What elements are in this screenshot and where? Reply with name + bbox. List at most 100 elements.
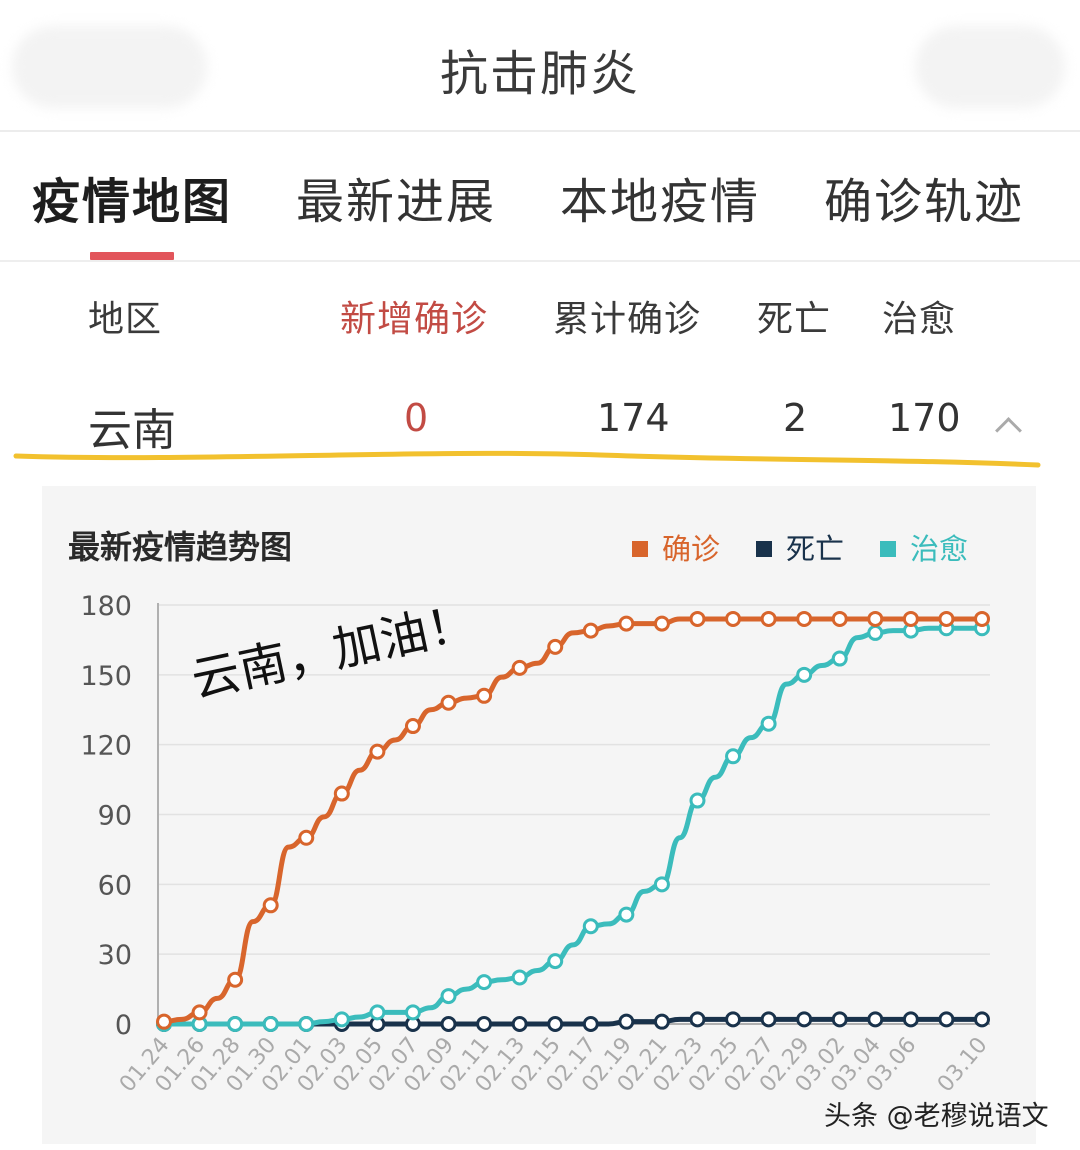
column-header-new-confirmed[interactable]: 新增确诊	[340, 299, 489, 340]
data-point	[511, 1016, 528, 1032]
data-point	[760, 715, 777, 732]
deaths-cell: 2	[783, 396, 808, 440]
tab-epidemic-map[interactable]: 疫情地图	[32, 174, 233, 230]
data-point	[333, 1011, 350, 1028]
data-point	[227, 1016, 244, 1032]
legend-label-confirmed: 确诊	[662, 532, 721, 566]
data-point	[796, 610, 813, 627]
y-tick-label: 0	[115, 1010, 132, 1041]
tab-confirmed-trajectory[interactable]: 确诊轨迹	[824, 174, 1025, 230]
data-point	[333, 785, 350, 802]
data-point	[227, 971, 244, 988]
legend-deaths[interactable]: 死亡	[756, 526, 844, 568]
data-point	[618, 906, 635, 923]
data-point	[476, 974, 493, 991]
data-point	[369, 1004, 386, 1021]
data-point	[653, 1013, 670, 1030]
legend-swatch-confirmed	[632, 541, 648, 557]
data-point	[653, 876, 670, 893]
data-point	[262, 897, 279, 914]
data-point	[440, 988, 457, 1005]
data-point	[618, 615, 635, 632]
app-header: 抗击肺炎	[0, 0, 1080, 132]
data-point	[725, 610, 742, 627]
data-point	[547, 1016, 564, 1032]
data-point	[831, 650, 848, 667]
legend-swatch-deaths	[756, 541, 772, 557]
data-point	[547, 638, 564, 655]
tab-bar: 疫情地图 最新进展 本地疫情 确诊轨迹	[0, 132, 1080, 262]
data-point	[582, 1016, 599, 1032]
data-point	[867, 624, 884, 641]
data-point	[582, 622, 599, 639]
data-point	[404, 1004, 421, 1021]
cured-cell: 170	[888, 396, 961, 440]
data-point	[867, 1011, 884, 1028]
column-header-cured[interactable]: 治愈	[882, 299, 957, 340]
y-tick-label: 30	[98, 940, 132, 971]
y-tick-label: 60	[98, 870, 132, 901]
data-point	[974, 610, 990, 627]
back-button-blurred[interactable]	[12, 26, 207, 108]
legend-confirmed[interactable]: 确诊	[632, 526, 720, 568]
highlight-underline	[13, 450, 1041, 468]
total-confirmed-cell: 174	[597, 396, 670, 440]
data-point	[298, 1016, 315, 1032]
data-point	[582, 918, 599, 935]
data-point	[404, 718, 421, 735]
data-point	[511, 969, 528, 986]
data-point	[440, 1016, 457, 1032]
data-point	[831, 610, 848, 627]
data-point	[831, 1011, 848, 1028]
data-point	[796, 666, 813, 683]
data-point	[511, 659, 528, 676]
data-point	[653, 615, 670, 632]
data-point	[476, 687, 493, 704]
data-point	[974, 1011, 990, 1028]
data-point	[618, 1013, 635, 1030]
data-point	[938, 1011, 955, 1028]
data-point	[476, 1016, 493, 1032]
data-point	[156, 1013, 172, 1030]
data-point	[725, 1011, 742, 1028]
data-point	[938, 610, 955, 627]
active-tab-indicator	[90, 252, 174, 260]
y-tick-label: 90	[98, 801, 132, 832]
data-point	[760, 1011, 777, 1028]
menu-button-blurred[interactable]	[915, 26, 1065, 108]
data-point	[298, 829, 315, 846]
column-header-deaths[interactable]: 死亡	[757, 299, 832, 340]
watermark: 头条 @老穆说语文	[824, 1101, 1049, 1132]
legend-label-deaths: 死亡	[786, 532, 845, 566]
legend-cured[interactable]: 治愈	[880, 526, 968, 568]
y-tick-label: 180	[80, 591, 132, 622]
data-point	[191, 1004, 208, 1021]
data-point	[796, 1011, 813, 1028]
data-point	[725, 748, 742, 765]
new-confirmed-cell: 0	[404, 396, 429, 440]
data-point	[369, 743, 386, 760]
legend-swatch-cured	[880, 541, 896, 557]
chart-title: 最新疫情趋势图	[68, 528, 293, 566]
legend-label-cured: 治愈	[910, 532, 969, 566]
tab-latest-progress[interactable]: 最新进展	[296, 174, 497, 230]
data-point	[902, 1011, 919, 1028]
column-header-region: 地区	[88, 299, 163, 340]
data-point	[547, 953, 564, 970]
column-header-total-confirmed[interactable]: 累计确诊	[553, 299, 702, 340]
y-tick-label: 120	[80, 731, 132, 762]
y-tick-label: 150	[80, 661, 132, 692]
tab-local-epidemic[interactable]: 本地疫情	[560, 174, 761, 230]
data-point	[262, 1016, 279, 1032]
app-title: 抗击肺炎	[439, 46, 640, 102]
x-tick-label: 03.10	[933, 1033, 993, 1097]
data-point	[689, 1011, 706, 1028]
handwritten-annotation: 云南，加油！	[187, 594, 480, 709]
data-point	[689, 610, 706, 627]
data-point	[902, 610, 919, 627]
data-point	[689, 792, 706, 809]
data-point	[867, 610, 884, 627]
data-point	[760, 610, 777, 627]
region-cell: 云南	[88, 405, 176, 456]
